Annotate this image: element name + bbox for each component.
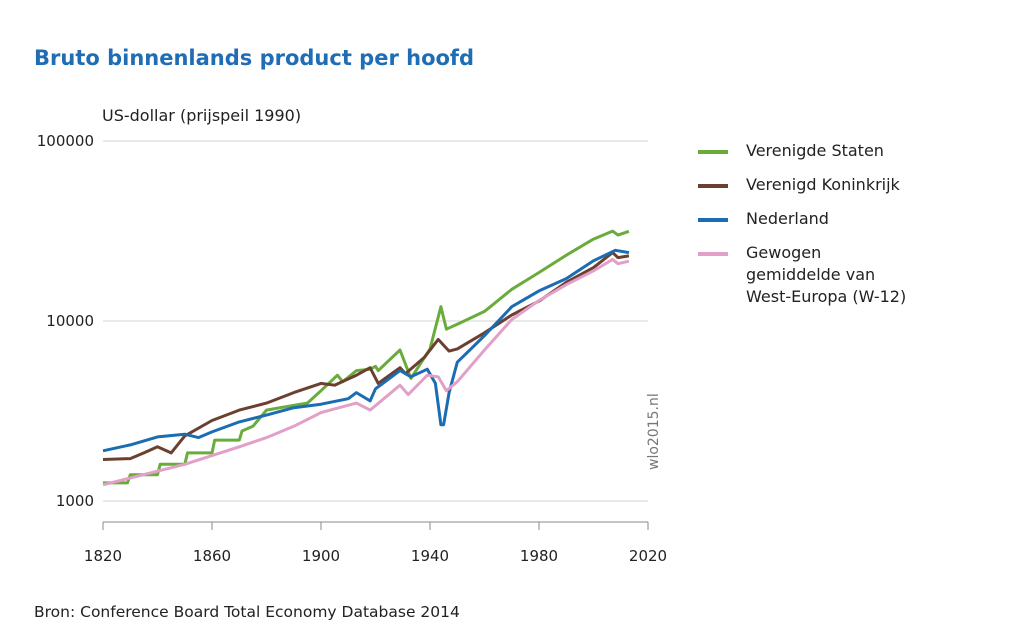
series-line <box>102 257 630 487</box>
watermark: wlo2015.nl <box>646 393 662 470</box>
legend-swatch <box>698 150 728 154</box>
x-tick-label: 1980 <box>520 547 558 565</box>
legend-item: Nederland <box>698 208 918 230</box>
x-tick-label: 1860 <box>193 547 231 565</box>
y-tick-label: 1000 <box>56 492 94 510</box>
series-line <box>103 229 630 485</box>
source-note: Bron: Conference Board Total Economy Dat… <box>34 603 460 621</box>
legend-label: Verenigd Koninkrijk <box>746 175 900 194</box>
y-tick-label: 10000 <box>46 312 94 330</box>
legend-label: Gewogen gemiddelde van West-Europa (W-12… <box>746 243 907 306</box>
legend-label: Verenigde Staten <box>746 141 884 160</box>
y-axis-label: US-dollar (prijspeil 1990) <box>102 106 302 125</box>
legend: Verenigde Staten Verenigd Koninkrijk Ned… <box>698 140 918 320</box>
x-tick-label: 2020 <box>629 547 667 565</box>
legend-item: Gewogen gemiddelde van West-Europa (W-12… <box>698 242 918 308</box>
legend-swatch <box>698 252 728 256</box>
x-tick-label: 1820 <box>84 547 122 565</box>
x-tick-label: 1900 <box>302 547 340 565</box>
legend-item: Verenigd Koninkrijk <box>698 174 918 196</box>
legend-swatch <box>698 218 728 222</box>
legend-item: Verenigde Staten <box>698 140 918 162</box>
y-tick-label: 100000 <box>37 132 94 150</box>
chart-title: Bruto binnenlands product per hoofd <box>34 46 475 70</box>
legend-label: Nederland <box>746 209 829 228</box>
series-line <box>102 251 630 461</box>
legend-swatch <box>698 184 728 188</box>
series-line <box>102 248 630 453</box>
x-tick-label: 1940 <box>411 547 449 565</box>
